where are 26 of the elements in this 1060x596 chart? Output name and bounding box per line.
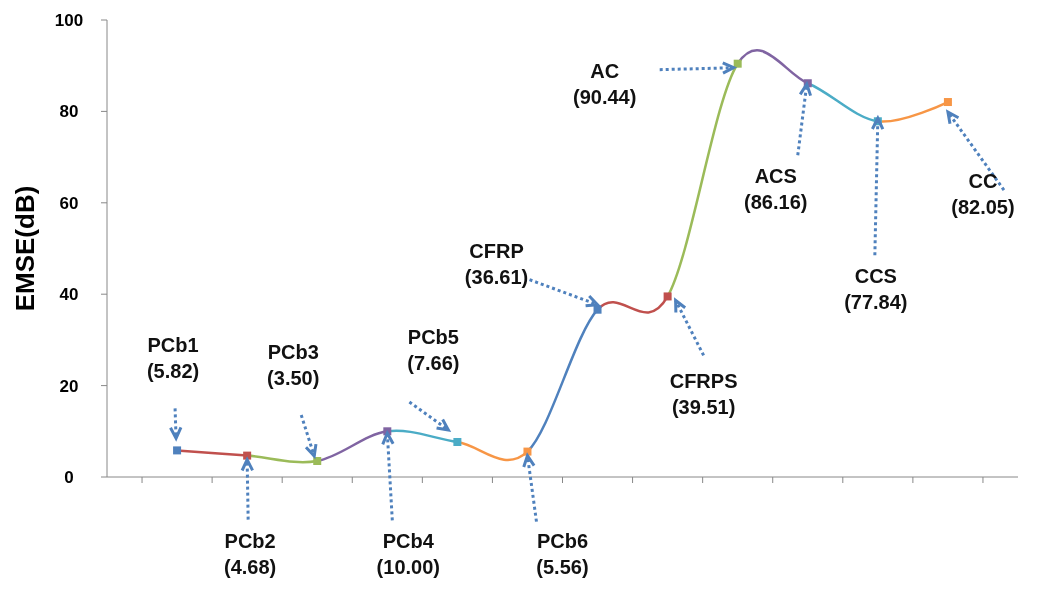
data-label: CFRP (36.61) [464,239,529,288]
data-label: PCb2 (4.68) [224,529,277,578]
point [663,292,672,301]
point [313,457,322,466]
data-label: PCb3 (3.50) [267,341,320,390]
y-tick-label: 60 [59,193,79,213]
y-tick-label: 0 [64,467,74,487]
data-label: PCb4 (10.00) [376,530,440,579]
y-tick-label: 40 [59,285,79,305]
data-label: ACS (86.16) [744,165,808,214]
data-label: CC (82.05) [951,170,1015,219]
point [173,446,182,455]
data-label: PCb6 (5.56) [536,529,589,578]
point [593,305,602,314]
data-label: PCb5 (7.66) [407,325,460,374]
y-tick-label: 100 [54,10,84,30]
data-label: AC (90.44) [573,59,637,108]
y-tick-label: 80 [59,102,79,122]
point [453,437,462,446]
point [943,98,952,107]
data-label: PCb1 (5.82) [146,334,200,383]
y-axis-title: EMSE(dB) [10,185,40,312]
point [733,59,742,68]
y-tick-label: 20 [59,376,79,396]
data-label: CFRPS (39.51) [669,370,738,419]
data-label: CCS (77.84) [844,265,908,314]
